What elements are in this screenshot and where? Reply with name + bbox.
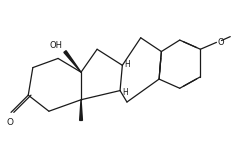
Text: H: H — [124, 60, 130, 69]
Text: O: O — [218, 38, 224, 47]
Polygon shape — [80, 100, 82, 120]
Text: H: H — [122, 88, 128, 97]
Text: OH: OH — [50, 41, 63, 50]
Text: O: O — [6, 118, 13, 127]
Polygon shape — [64, 51, 81, 72]
